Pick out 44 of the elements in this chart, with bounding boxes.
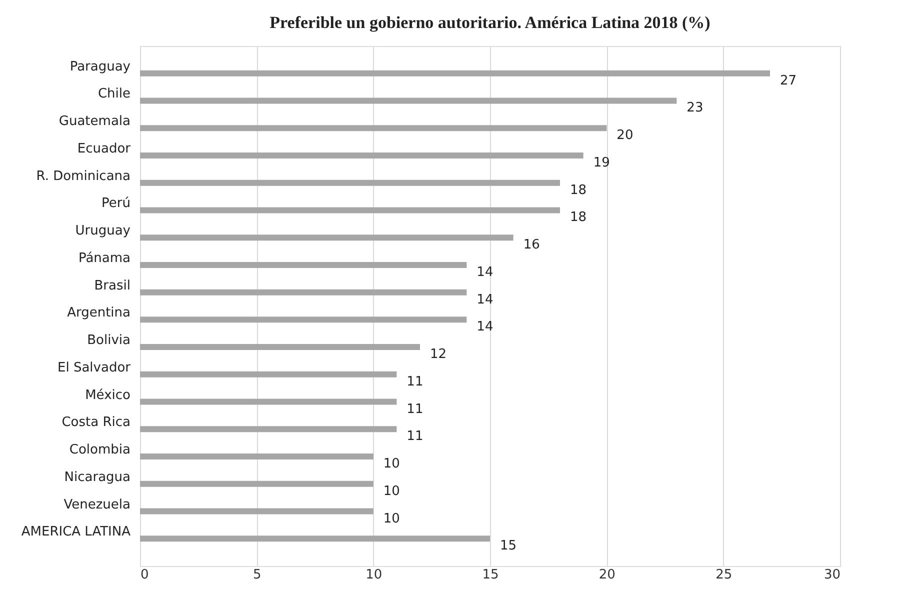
y-tick-label: El Salvador: [58, 360, 132, 376]
chart-title: Preferible un gobierno autoritario. América Latina 2018 (%): [270, 13, 710, 32]
y-tick-label: Chile: [98, 86, 130, 102]
y-tick-label: Venezuela: [64, 497, 130, 512]
data-label: 15: [500, 538, 517, 554]
y-tick-label: Nicaragua: [64, 470, 130, 485]
x-tick-label: 20: [598, 568, 616, 582]
x-tick-label: 25: [716, 568, 732, 582]
data-label: 19: [593, 155, 610, 170]
data-label: 12: [430, 347, 447, 362]
x-tick-label: 15: [482, 568, 499, 582]
data-label: 10: [383, 484, 400, 499]
data-label: 10: [383, 511, 400, 526]
x-tick-label: 0: [140, 568, 149, 582]
data-label: 11: [406, 402, 424, 417]
data-label: 16: [523, 238, 540, 253]
y-tick-label: Pánama: [78, 250, 130, 266]
data-label: 14: [476, 264, 494, 280]
x-tick-label: 10: [366, 568, 382, 582]
y-tick-label: Ecuador: [77, 141, 132, 156]
data-label: 27: [780, 73, 797, 88]
y-tick-label: Uruguay: [75, 224, 131, 239]
data-label: 11: [406, 374, 424, 390]
y-tick-label: R. Dominicana: [36, 168, 130, 184]
data-label: 11: [406, 429, 424, 444]
data-label: 18: [570, 210, 587, 226]
data-label: 23: [686, 100, 704, 116]
y-tick-label: Colombia: [69, 442, 130, 458]
data-label: 20: [616, 128, 634, 144]
x-tick-label: 5: [253, 568, 262, 582]
x-tick-label: 30: [824, 568, 840, 582]
y-tick-label: Argentina: [67, 306, 130, 321]
y-tick-label: Bolivia: [87, 333, 130, 348]
y-tick-label: Guatemala: [58, 114, 130, 130]
y-tick-label: Brasil: [94, 278, 130, 294]
y-tick-label: México: [85, 388, 131, 403]
y-tick-label: Costa Rica: [62, 415, 130, 430]
y-tick-label: AMERICA LATINA: [21, 524, 131, 540]
y-tick-label: Perú: [102, 196, 130, 212]
y-tick-label: Paraguay: [70, 59, 131, 74]
data-label: 18: [570, 182, 587, 198]
data-label: 14: [476, 292, 494, 308]
data-label: 14: [476, 320, 494, 335]
data-label: 10: [383, 456, 400, 472]
